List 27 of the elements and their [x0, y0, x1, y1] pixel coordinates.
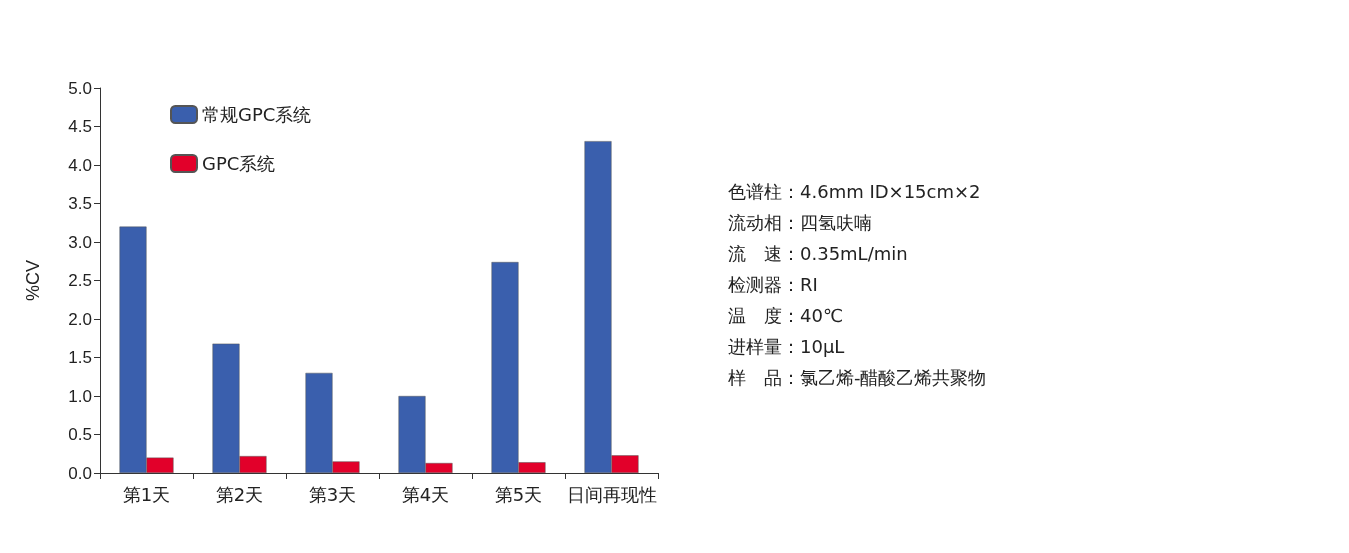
x-tick-label: 第3天	[308, 483, 357, 505]
text: 温 度：40℃	[728, 304, 845, 328]
legend-label: 常规GPC系统	[202, 104, 312, 125]
text: 样 品：氯乙烯-醋酸乙烯共聚物	[728, 366, 987, 390]
text: 进样量：10μL	[728, 335, 846, 359]
x-tick-label: 第1天	[122, 483, 171, 505]
legend-label: GPC系统	[202, 153, 276, 174]
y-tick-label: 0.0	[68, 463, 92, 483]
x-tick-label: 第5天	[494, 483, 543, 505]
y-tick-label: 4.0	[68, 155, 92, 175]
y-tick-label: 2.0	[68, 309, 92, 329]
y-tick-label: 1.5	[68, 348, 92, 367]
x-tick-label: 第2天	[215, 483, 264, 505]
text: 色谱柱：4.6mm ID×15cm×2	[728, 180, 982, 204]
y-tick-label: 5.0	[68, 78, 92, 98]
y-tick-label: 4.5	[68, 117, 92, 136]
text: 流 速：0.35mL/min	[728, 242, 909, 266]
y-axis-title: %CV	[23, 259, 43, 302]
x-tick-label: 日间再现性	[566, 483, 657, 505]
y-tick-label: 3.0	[68, 232, 92, 252]
text: 流动相：四氢呋喃	[728, 211, 873, 235]
y-tick-label: 2.5	[68, 271, 92, 290]
x-tick-label: 第4天	[401, 483, 450, 505]
y-tick-label: 0.5	[68, 425, 92, 444]
y-tick-label: 1.0	[68, 386, 92, 406]
text: 检测器：RI	[728, 273, 819, 297]
y-tick-label: 3.5	[68, 194, 92, 213]
